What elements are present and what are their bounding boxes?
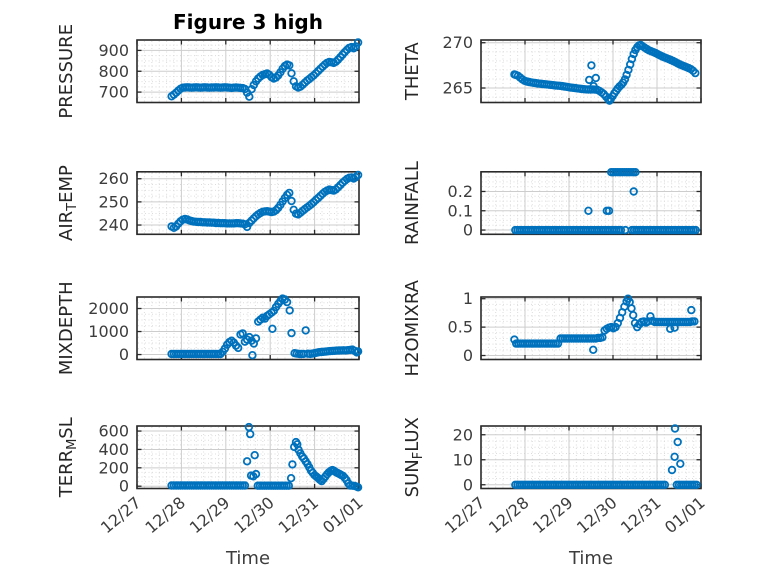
minor-grid <box>482 41 700 102</box>
subplot-theta: 265 270 THETA <box>402 33 702 105</box>
svg-text:12/30: 12/30 <box>230 493 278 537</box>
svg-text:270: 270 <box>442 33 473 52</box>
svg-text:12/29: 12/29 <box>529 493 577 537</box>
y-axis-label-h2omixra: H2OMIXRA <box>402 279 423 376</box>
axes-box <box>136 425 360 490</box>
axes-box <box>480 425 702 490</box>
svg-text:400: 400 <box>98 440 129 459</box>
tick-marks <box>480 297 702 360</box>
data-markers <box>511 424 701 489</box>
svg-text:12/31: 12/31 <box>275 493 323 537</box>
axes-box <box>480 39 702 104</box>
svg-text:1000: 1000 <box>88 322 129 341</box>
svg-text:0.2: 0.2 <box>448 182 473 201</box>
svg-text:260: 260 <box>98 169 129 188</box>
y-axis-label-air-temp: AIRTEMP <box>56 165 80 241</box>
x-axis-label-right: Time <box>568 548 614 569</box>
axes-box <box>480 171 702 236</box>
tick-marks <box>136 426 360 489</box>
svg-text:12/29: 12/29 <box>186 493 234 537</box>
y-axis-label-theta: THETA <box>402 42 423 102</box>
data-markers <box>167 170 363 232</box>
svg-text:0: 0 <box>463 475 473 494</box>
tick-marks <box>480 426 702 489</box>
axes-box <box>136 296 360 361</box>
major-grid <box>481 297 701 360</box>
y-axis-label-sun-flux: SUNFLUX <box>402 417 426 497</box>
y-tick-labels: 0 1000 2000 <box>88 299 129 364</box>
minor-grid <box>482 427 700 488</box>
figure-title: Figure 3 high <box>173 10 323 34</box>
subplot-pressure: 700 800 900 PRESSURE <box>56 24 363 119</box>
svg-text:12/27: 12/27 <box>441 493 489 537</box>
svg-text:0: 0 <box>463 221 473 240</box>
subplot-rainfall: 00.10.2 RAINFALL <box>402 161 702 245</box>
y-tick-labels: 240 250 260 <box>98 169 129 234</box>
y-axis-label-rainfall: RAINFALL <box>402 161 423 245</box>
y-axis-label-mixdepth: MIXDEPTH <box>56 281 77 375</box>
data-markers <box>167 294 363 360</box>
y-tick-labels: 700 800 900 <box>98 41 129 102</box>
data-markers <box>511 167 700 235</box>
svg-text:01/01: 01/01 <box>319 493 367 537</box>
svg-text:0: 0 <box>463 346 473 365</box>
axes-box <box>136 171 360 236</box>
svg-text:12/31: 12/31 <box>617 493 665 537</box>
svg-text:12/30: 12/30 <box>573 493 621 537</box>
data-markers <box>510 294 699 354</box>
data-markers <box>167 422 363 492</box>
svg-text:1: 1 <box>463 289 473 308</box>
axes-box <box>480 296 702 361</box>
subplot-air-temp: 240 250 260 AIRTEMP <box>56 165 363 241</box>
svg-text:0: 0 <box>119 477 129 496</box>
svg-text:10: 10 <box>453 450 473 469</box>
svg-text:01/01: 01/01 <box>661 493 709 537</box>
subplot-sun-flux: 0 10 20 SUNFLUX 12/2712/2812/2912/3012/3101/… <box>402 417 709 537</box>
y-tick-labels: 00.51 <box>448 289 473 365</box>
subplot-mixdepth: 0 1000 2000 MIXDEPTH <box>56 281 363 375</box>
y-axis-label-pressure: PRESSURE <box>56 24 77 119</box>
svg-text:600: 600 <box>98 422 129 441</box>
svg-text:0.5: 0.5 <box>448 318 473 337</box>
svg-text:12/28: 12/28 <box>141 493 189 537</box>
minor-grid <box>482 171 700 234</box>
data-markers <box>510 40 700 105</box>
y-axis-label-terr-msl: TERRMSL <box>56 417 80 498</box>
svg-text:12/28: 12/28 <box>485 493 533 537</box>
svg-text:200: 200 <box>98 458 129 477</box>
svg-text:700: 700 <box>98 83 129 102</box>
svg-text:2000: 2000 <box>88 299 129 318</box>
svg-text:240: 240 <box>98 216 129 235</box>
svg-text:265: 265 <box>442 79 473 98</box>
svg-text:800: 800 <box>98 62 129 81</box>
svg-text:12/27: 12/27 <box>97 493 145 537</box>
svg-text:250: 250 <box>98 192 129 211</box>
svg-text:20: 20 <box>453 425 473 444</box>
data-markers <box>167 38 363 101</box>
y-tick-labels: 0 10 20 <box>453 425 473 494</box>
svg-text:0.1: 0.1 <box>448 201 473 220</box>
svg-text:900: 900 <box>98 41 129 60</box>
x-axis-label-left: Time <box>225 548 271 569</box>
major-grid <box>481 426 701 489</box>
svg-text:0: 0 <box>119 345 129 364</box>
y-tick-labels: 265 270 <box>442 33 473 97</box>
y-tick-labels: 00.10.2 <box>448 182 473 240</box>
